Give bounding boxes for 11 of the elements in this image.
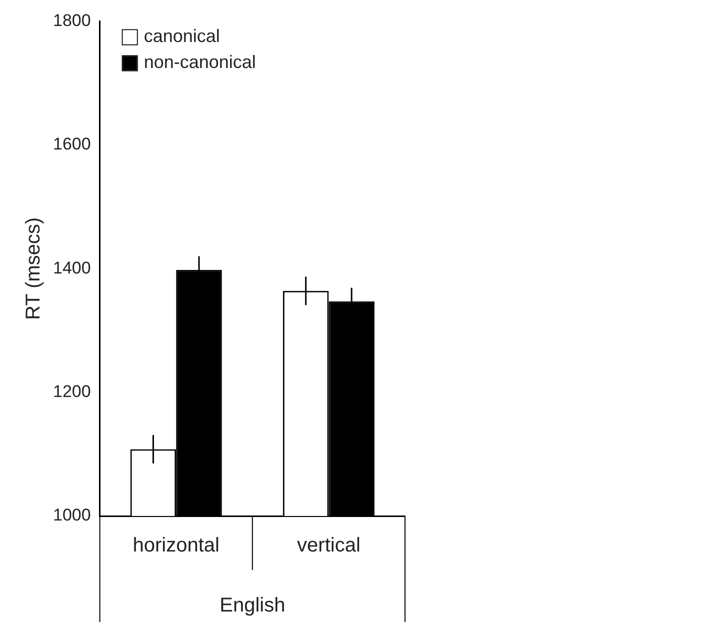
y-tick-label: 1200 [52, 382, 91, 401]
x-tick-label: vertical [297, 534, 360, 557]
y-tick-label: 1800 [52, 10, 91, 30]
legend-label: non-canonical [144, 52, 256, 72]
y-tick-label: 1400 [52, 258, 91, 278]
y-tick-label: 1600 [52, 134, 91, 154]
legend-label: canonical [144, 26, 220, 46]
x-tick-label: horizontal [132, 534, 220, 557]
x-axis-title: English [220, 594, 286, 617]
y-axis-title: RT (msecs) [22, 217, 45, 320]
y-tick-label: 1000 [52, 506, 91, 525]
